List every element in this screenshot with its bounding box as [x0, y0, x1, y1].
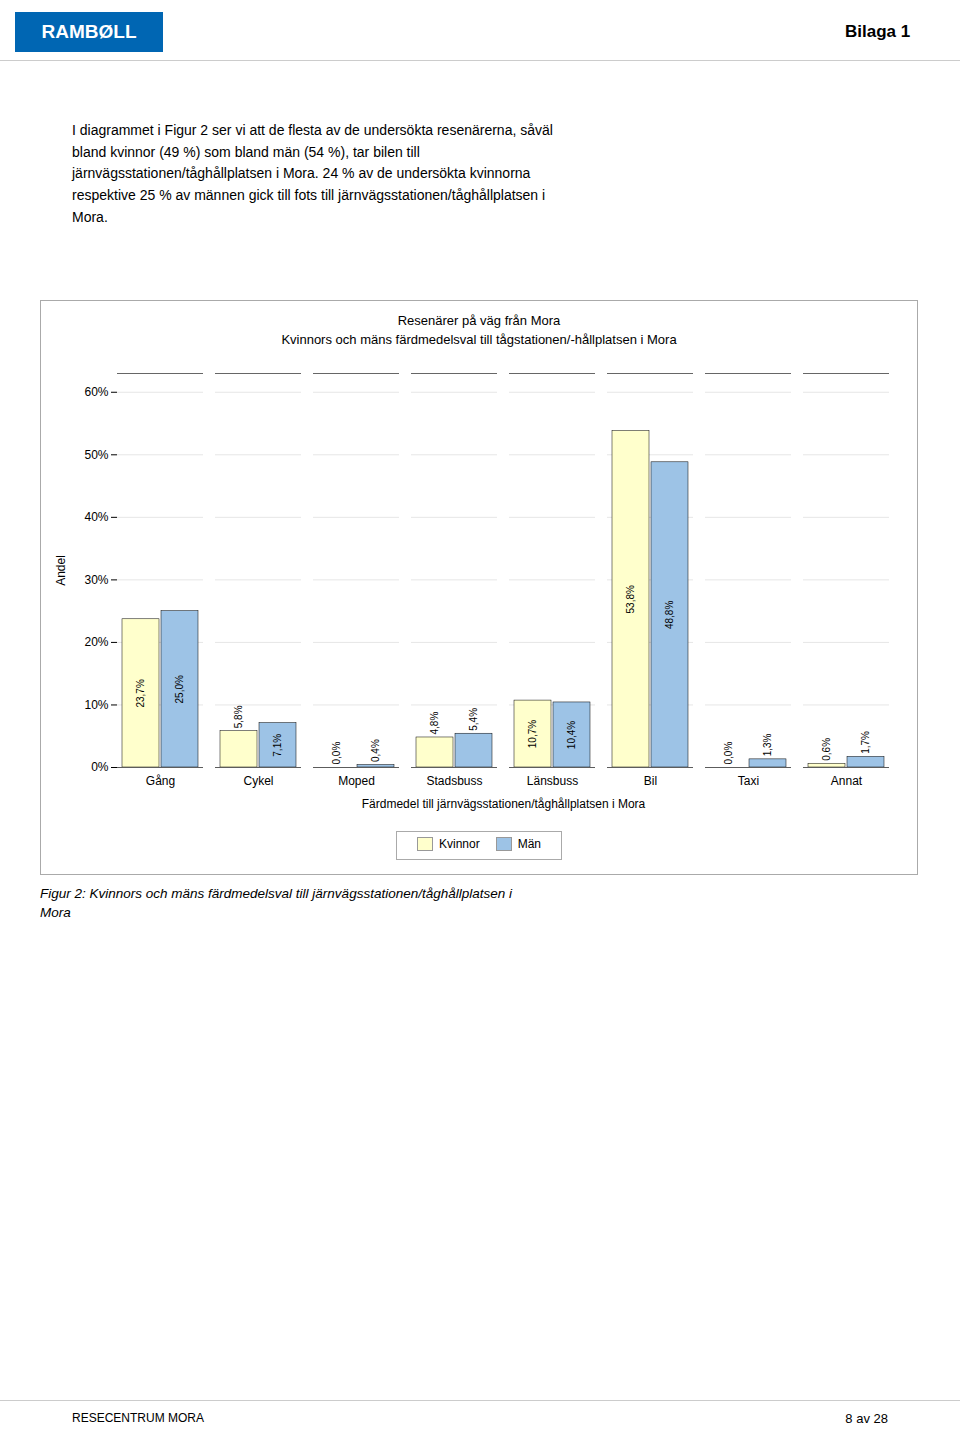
svg-text:30%: 30% [84, 573, 108, 587]
html-text:RAMBØLL: RAMBØLL [41, 21, 137, 42]
svg-text:4,8%: 4,8% [429, 712, 440, 735]
svg-text:10,7%: 10,7% [527, 720, 538, 748]
svg-text:Taxi: Taxi [738, 774, 759, 788]
html-text:Män: Män [517, 837, 541, 851]
svg-text:23,7%: 23,7% [135, 679, 146, 707]
html-text:8 av 28: 8 av 28 [845, 1411, 888, 1426]
svg-text:0,0%: 0,0% [723, 742, 734, 765]
html-text:I diagrammet i Figur 2 ser vi: I diagrammet i Figur 2 ser vi att de fle… [72, 122, 553, 225]
svg-text:1,7%: 1,7% [860, 731, 871, 754]
svg-text:0,6%: 0,6% [821, 738, 832, 761]
svg-text:0,0%: 0,0% [331, 742, 342, 765]
svg-text:Moped: Moped [338, 774, 375, 788]
svg-text:5,8%: 5,8% [233, 705, 244, 728]
svg-text:10%: 10% [84, 698, 108, 712]
svg-text:48,8%: 48,8% [664, 601, 675, 629]
html-text:Figur 2: Kvinnors och mäns fär: Figur 2: Kvinnors och mäns färdmedelsval… [40, 886, 512, 920]
html-text:Bilaga 1: Bilaga 1 [845, 22, 911, 41]
svg-text:Cykel: Cykel [243, 774, 273, 788]
svg-text:Gång: Gång [146, 774, 175, 788]
svg-text:10,4%: 10,4% [566, 721, 577, 749]
html-text:Resenärer på väg från Mora: Resenärer på väg från Mora [397, 313, 561, 328]
svg-text:Länsbuss: Länsbuss [527, 774, 578, 788]
svg-text:Färdmedel till järnvägsstation: Färdmedel till järnvägsstationen/tåghåll… [362, 797, 646, 811]
svg-text:20%: 20% [84, 635, 108, 649]
svg-text:5,4%: 5,4% [468, 708, 479, 731]
html-text:Kvinnor: Kvinnor [439, 837, 480, 851]
svg-text:Bil: Bil [644, 774, 657, 788]
html-text:RESECENTRUM MORA: RESECENTRUM MORA [72, 1411, 204, 1425]
svg-text:0%: 0% [91, 760, 109, 774]
svg-text:53,8%: 53,8% [625, 585, 636, 613]
svg-text:Andel: Andel [54, 555, 68, 586]
svg-text:25,0%: 25,0% [174, 675, 185, 703]
svg-text:7,1%: 7,1% [272, 734, 283, 757]
svg-text:Stadsbuss: Stadsbuss [426, 774, 482, 788]
svg-text:60%: 60% [84, 385, 108, 399]
svg-text:0,4%: 0,4% [370, 739, 381, 762]
svg-text:1,3%: 1,3% [762, 733, 773, 756]
svg-text:Annat: Annat [831, 774, 863, 788]
svg-text:50%: 50% [84, 448, 108, 462]
svg-text:40%: 40% [84, 510, 108, 524]
html-text:Kvinnors och mäns färdmedelsva: Kvinnors och mäns färdmedelsval till tåg… [281, 332, 677, 347]
